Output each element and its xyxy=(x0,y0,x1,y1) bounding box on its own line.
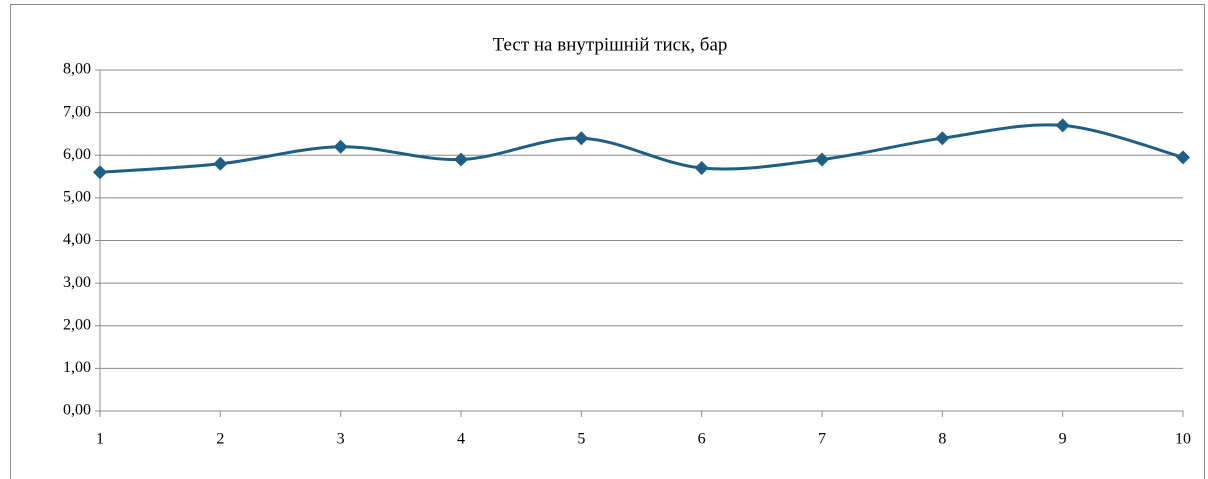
x-tick-label: 6 xyxy=(698,431,706,448)
data-marker xyxy=(815,152,829,167)
data-marker xyxy=(1176,150,1190,165)
y-tick-label: 3,00 xyxy=(63,274,91,291)
x-tick-label: 9 xyxy=(1059,431,1067,448)
y-tick-label: 5,00 xyxy=(63,189,91,206)
x-tick-label: 4 xyxy=(457,431,465,448)
x-tick-label: 7 xyxy=(818,431,826,448)
chart-title: Тест на внутрішній тиск, бар xyxy=(493,34,728,55)
x-tick-label: 2 xyxy=(216,431,224,448)
y-tick-label: 1,00 xyxy=(63,359,91,376)
data-marker xyxy=(694,161,709,176)
data-marker xyxy=(454,152,468,167)
y-tick-label: 4,00 xyxy=(63,231,91,248)
chart-border xyxy=(10,4,1205,479)
data-marker xyxy=(935,131,950,146)
x-tick-label: 1 xyxy=(96,431,104,448)
data-marker xyxy=(333,139,348,154)
x-tick-label: 8 xyxy=(938,431,946,448)
data-line xyxy=(99,123,1184,174)
y-tick-label: 0,00 xyxy=(63,402,91,419)
x-tick-label: 10 xyxy=(1175,431,1191,448)
data-marker xyxy=(1055,118,1070,133)
data-marker xyxy=(574,131,589,146)
y-tick-label: 7,00 xyxy=(63,103,91,120)
y-tick-label: 6,00 xyxy=(63,146,91,163)
x-tick-label: 5 xyxy=(577,431,585,448)
y-tick-label: 2,00 xyxy=(63,316,91,333)
data-marker xyxy=(213,156,228,171)
y-tick-label: 8,00 xyxy=(63,61,91,78)
data-marker xyxy=(93,165,107,180)
x-tick-label: 3 xyxy=(337,431,345,448)
